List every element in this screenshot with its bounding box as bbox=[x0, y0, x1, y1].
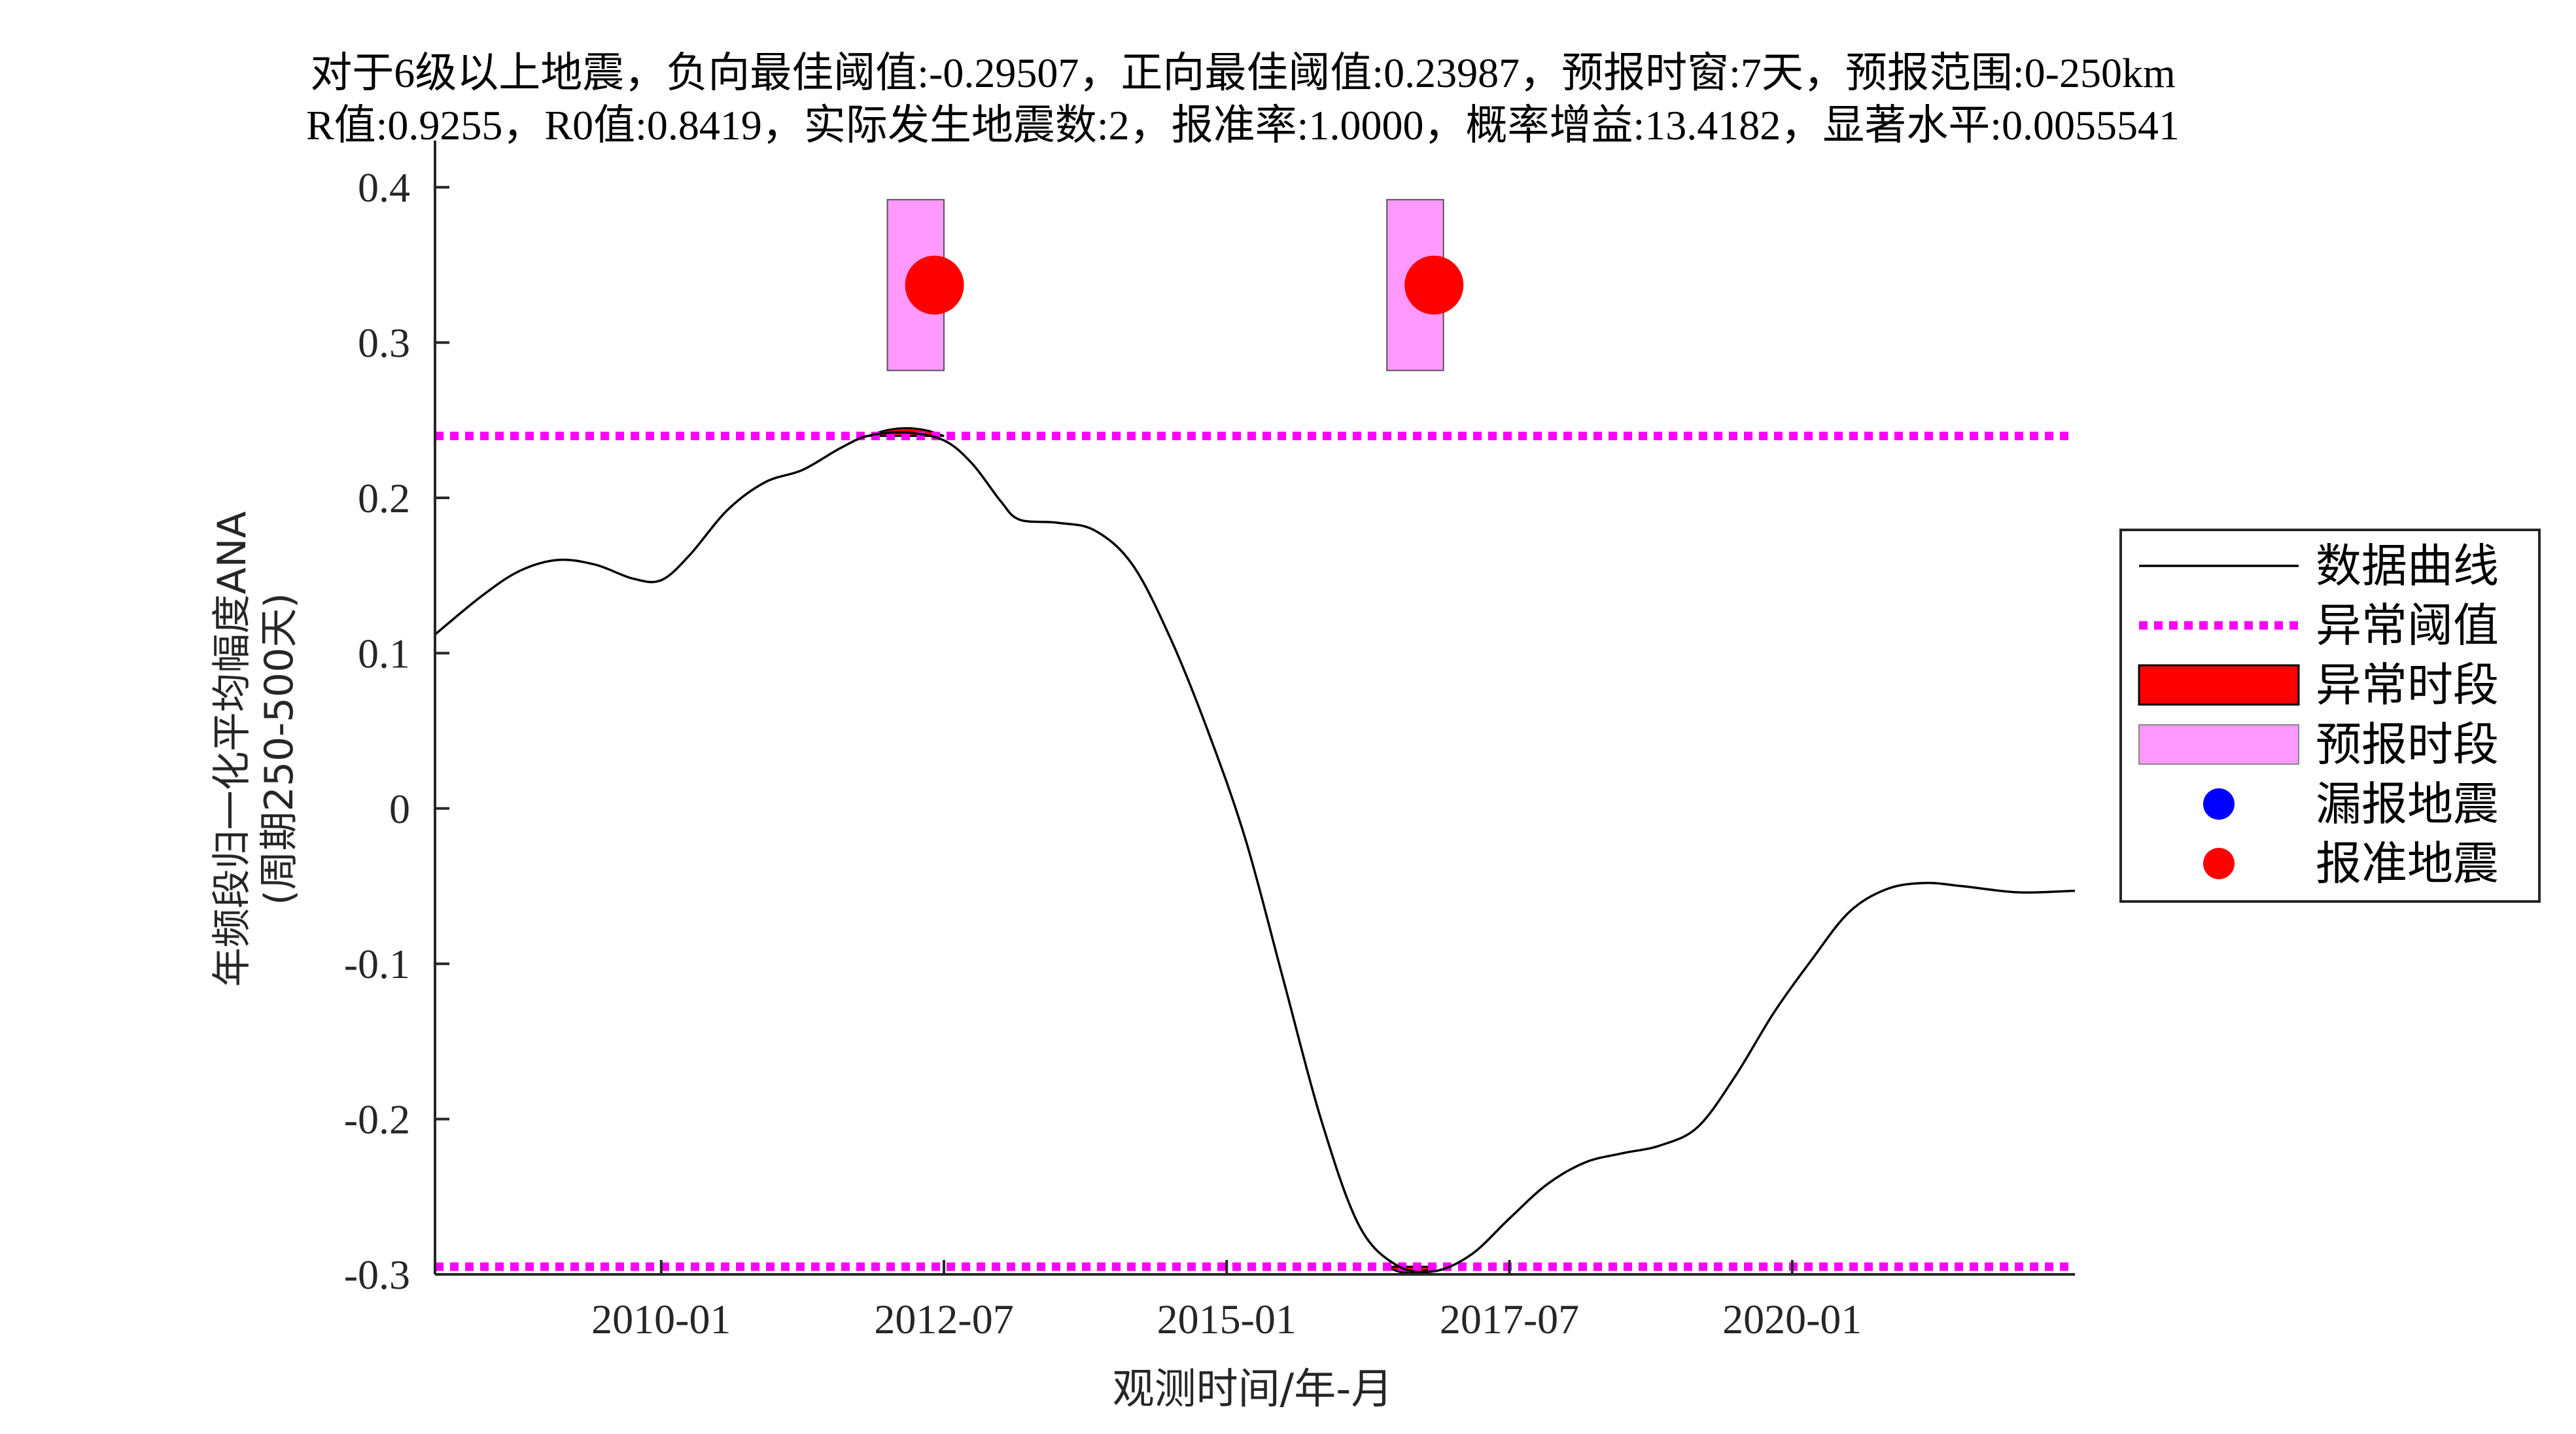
y-axis-label-group: 年频段归一化平均幅度ANA (周期250-500天) bbox=[209, 512, 302, 987]
y-tick-label: -0.1 bbox=[344, 941, 410, 987]
data-series-layer bbox=[434, 431, 2076, 1274]
legend-swatch-hit-quake bbox=[2203, 848, 2235, 879]
x-tick-label: 2017-07 bbox=[1440, 1296, 1579, 1342]
x-tick-labels: 2010-01 2012-07 2015-01 2017-07 2020-01 bbox=[591, 1296, 1862, 1342]
data-curve bbox=[434, 431, 2076, 1274]
y-tick-label: 0 bbox=[389, 786, 410, 832]
y-tick-label: 0.2 bbox=[358, 475, 410, 521]
chart-title-line-2: R值:0.9255，R0值:0.8419，实际发生地震数:2，报准率:1.000… bbox=[306, 102, 2180, 149]
x-tick-label: 2012-07 bbox=[874, 1296, 1013, 1342]
y-axis-label-line-2: (周期250-500天) bbox=[256, 593, 302, 905]
legend-label: 数据曲线 bbox=[2316, 539, 2499, 593]
y-axis-label-line-1: 年频段归一化平均幅度ANA bbox=[209, 512, 255, 987]
earthquake-hit-marker-1 bbox=[905, 255, 964, 315]
chart-title-line-1: 对于6级以上地震，负向最佳阈值:-0.29507，正向最佳阈值:0.23987，… bbox=[310, 50, 2176, 96]
forecast-periods-layer bbox=[886, 199, 1444, 372]
y-tick-label: 0.3 bbox=[358, 320, 410, 366]
threshold-lines-layer bbox=[435, 431, 2075, 1271]
x-axis-label: 观测时间/年-月 bbox=[1113, 1365, 1393, 1414]
x-tick-label: 2010-01 bbox=[591, 1296, 731, 1342]
legend-box bbox=[2119, 529, 2541, 903]
legend-swatch-forecast bbox=[2138, 724, 2299, 765]
legend-swatch-missed-quake bbox=[2203, 788, 2235, 820]
legend-swatch-anomaly bbox=[2138, 664, 2300, 706]
legend-label: 漏报地震 bbox=[2316, 777, 2499, 831]
legend-label: 报准地震 bbox=[2316, 837, 2499, 890]
legend-label: 异常阈值 bbox=[2316, 599, 2499, 652]
y-tick-label: -0.3 bbox=[344, 1251, 410, 1298]
x-tick-label: 2015-01 bbox=[1157, 1296, 1297, 1342]
anomaly-periods-layer bbox=[868, 427, 1438, 1274]
legend-label: 异常时段 bbox=[2316, 658, 2499, 712]
earthquake-markers-layer bbox=[905, 255, 1464, 315]
y-tick-label: 0.1 bbox=[358, 630, 410, 676]
y-tick-label: 0.4 bbox=[358, 164, 410, 211]
x-tick-label: 2020-01 bbox=[1722, 1296, 1862, 1342]
y-tick-label: -0.2 bbox=[344, 1096, 410, 1143]
legend-label: 预报时段 bbox=[2316, 718, 2499, 771]
axes-layer bbox=[434, 141, 2075, 1276]
earthquake-hit-marker-2 bbox=[1404, 255, 1464, 315]
y-tick-labels: 0.4 0.3 0.2 0.1 0 -0.1 -0.2 -0.3 bbox=[344, 164, 410, 1298]
